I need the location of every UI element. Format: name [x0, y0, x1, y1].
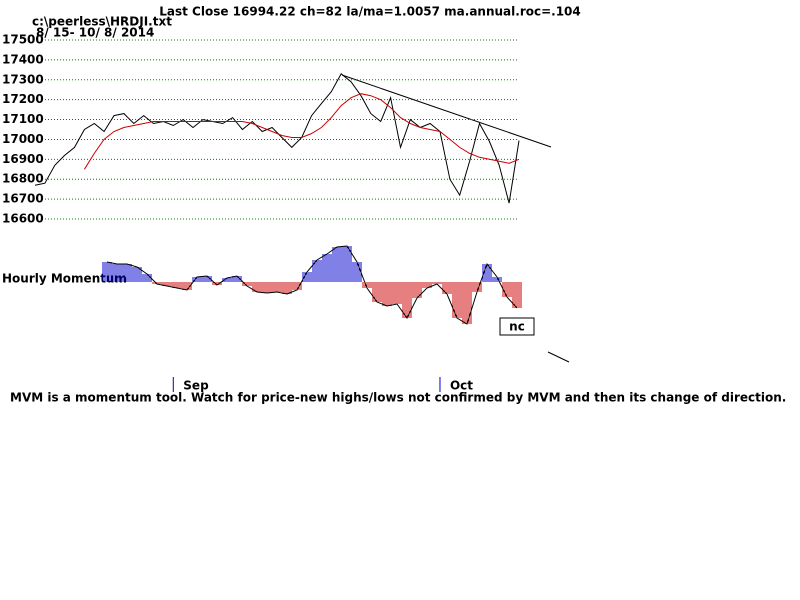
- x-tick-label: Sep: [183, 379, 209, 393]
- stray-line: [547, 351, 570, 363]
- y-tick-label: 17000: [2, 132, 44, 146]
- y-tick-label: 16600: [2, 212, 44, 226]
- y-tick-label: 17100: [2, 112, 44, 126]
- y-tick-label: 17400: [2, 52, 44, 66]
- nc-label: nc: [509, 320, 525, 334]
- x-tick-label: Oct: [450, 379, 473, 393]
- trend-line: [341, 74, 552, 148]
- momentum-label: Hourly Momentum: [2, 272, 127, 286]
- date-range: 8/ 15- 10/ 8/ 2014: [36, 26, 154, 40]
- y-tick-label: 16900: [2, 152, 44, 166]
- momentum-outline: [106, 245, 518, 325]
- line-series: [34, 73, 520, 204]
- nc-box: [499, 317, 535, 336]
- y-tick-label: 16800: [2, 172, 44, 186]
- y-tick-label: 17500: [2, 33, 44, 47]
- y-tick-label: 16700: [2, 192, 44, 206]
- y-tick-label: 17300: [2, 72, 44, 86]
- y-tick-label: 17200: [2, 92, 44, 106]
- file-label: c:\peerless\HRDJI.txt: [32, 15, 172, 29]
- line-series: [83, 93, 520, 170]
- footer: MVM is a momentum tool. Watch for price-…: [10, 391, 786, 405]
- chart-title: Last Close 16994.22 ch=82 la/ma=1.0057 m…: [159, 5, 581, 19]
